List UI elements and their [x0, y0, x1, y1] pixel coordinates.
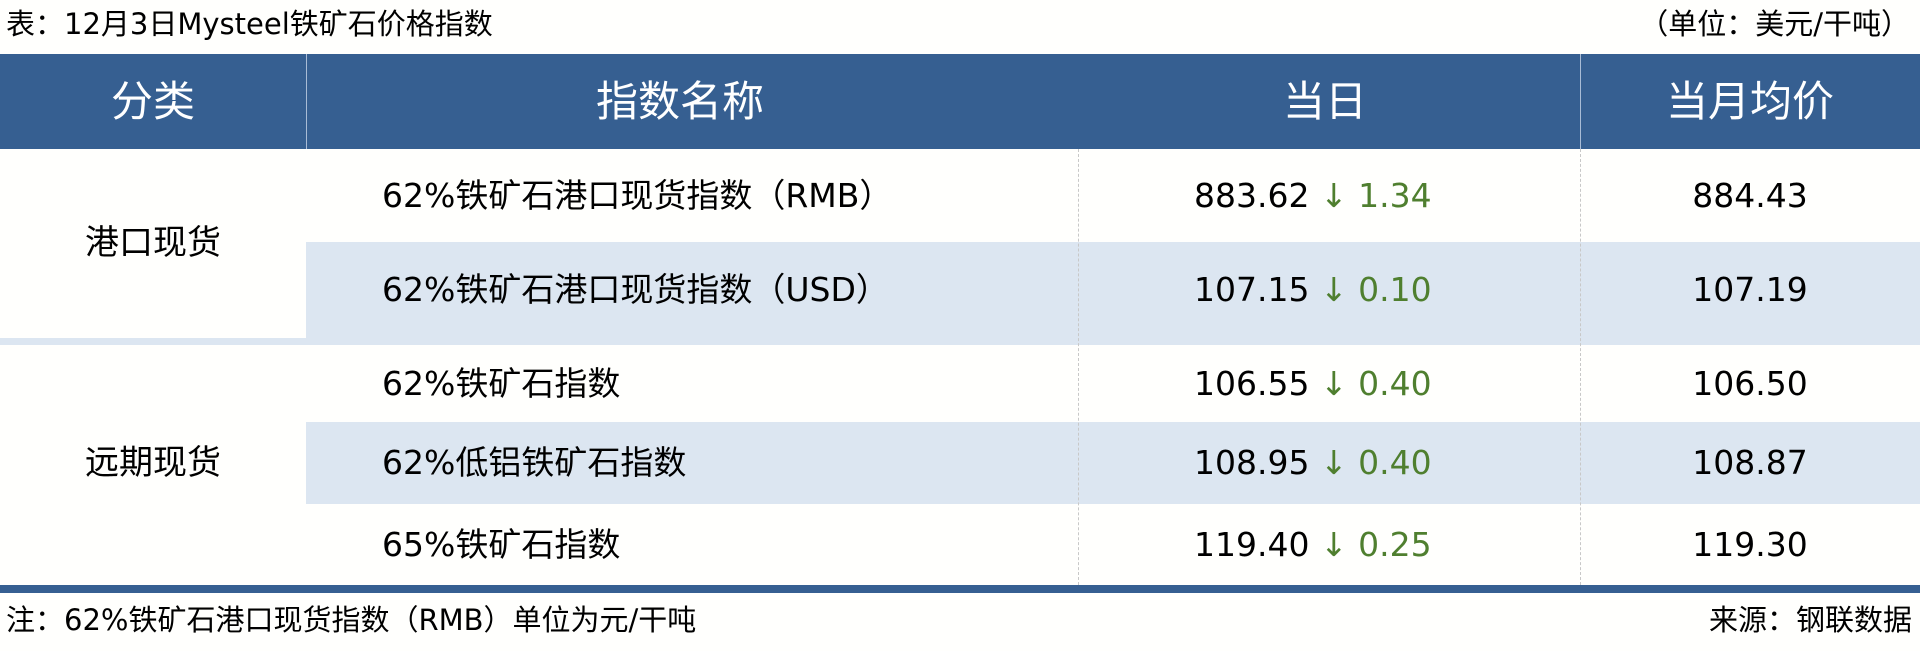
arrow-down-icon: ↓: [1319, 364, 1348, 403]
today-value: 107.15 ↓ 0.10: [1194, 270, 1432, 309]
category-port-spot: 港口现货: [85, 223, 221, 263]
category-forward-spot: 远期现货: [85, 443, 221, 483]
table-row: 62%铁矿石港口现货指数（USD） 107.15 ↓ 0.10 107.19: [0, 242, 1920, 338]
table-row: 62%铁矿石指数 106.55 ↓ 0.40 106.50: [0, 345, 1920, 422]
table-title: 表：12月3日Mysteel铁矿石价格指数: [6, 7, 493, 41]
change-value: 0.40: [1358, 443, 1432, 482]
change-value: 1.34: [1358, 176, 1432, 215]
index-name: 62%铁矿石港口现货指数（USD）: [382, 270, 889, 309]
month-avg-value: 107.19: [1692, 270, 1808, 309]
today-value: 883.62 ↓ 1.34: [1194, 176, 1432, 215]
change-value: 0.10: [1358, 270, 1432, 309]
arrow-down-icon: ↓: [1319, 443, 1348, 482]
table-row: 62%低铝铁矿石指数 108.95 ↓ 0.40 108.87: [0, 422, 1920, 504]
month-avg-value: 119.30: [1692, 525, 1808, 564]
column-divider: [1078, 149, 1079, 585]
table-header: 分类 指数名称 当日 当月均价: [0, 54, 1920, 149]
month-avg-value: 108.87: [1692, 443, 1808, 482]
table-row: 65%铁矿石指数 119.40 ↓ 0.25 119.30: [0, 504, 1920, 585]
index-name: 65%铁矿石指数: [382, 525, 621, 564]
index-name: 62%铁矿石指数: [382, 364, 621, 403]
arrow-down-icon: ↓: [1319, 270, 1348, 309]
index-name: 62%低铝铁矿石指数: [382, 443, 687, 482]
header-divider: [1580, 54, 1581, 149]
footnote: 注：62%铁矿石港口现货指数（RMB）单位为元/干吨: [6, 603, 697, 637]
month-avg-value: 884.43: [1692, 176, 1808, 215]
column-divider: [1580, 149, 1581, 585]
table-bottom-border: [0, 585, 1920, 593]
arrow-down-icon: ↓: [1319, 176, 1348, 215]
change-value: 0.25: [1358, 525, 1432, 564]
arrow-down-icon: ↓: [1319, 525, 1348, 564]
month-avg-value: 106.50: [1692, 364, 1808, 403]
header-divider: [306, 54, 307, 149]
source-label: 来源：钢联数据: [1708, 603, 1912, 637]
index-name: 62%铁矿石港口现货指数（RMB）: [382, 176, 893, 215]
row-band: [306, 242, 1920, 338]
today-value: 119.40 ↓ 0.25: [1194, 525, 1432, 564]
today-value: 106.55 ↓ 0.40: [1194, 364, 1432, 403]
table-row: 62%铁矿石港口现货指数（RMB） 883.62 ↓ 1.34 884.43: [0, 149, 1920, 242]
header-category: 分类: [110, 77, 195, 126]
header-name: 指数名称: [596, 77, 765, 126]
header-today: 当日: [1283, 77, 1368, 126]
header-month-avg: 当月均价: [1665, 77, 1834, 126]
group-separator: [0, 338, 1920, 345]
row-band: [306, 422, 1920, 504]
change-value: 0.40: [1358, 364, 1432, 403]
today-value: 108.95 ↓ 0.40: [1194, 443, 1432, 482]
unit-label: （单位：美元/干吨）: [1639, 7, 1910, 41]
